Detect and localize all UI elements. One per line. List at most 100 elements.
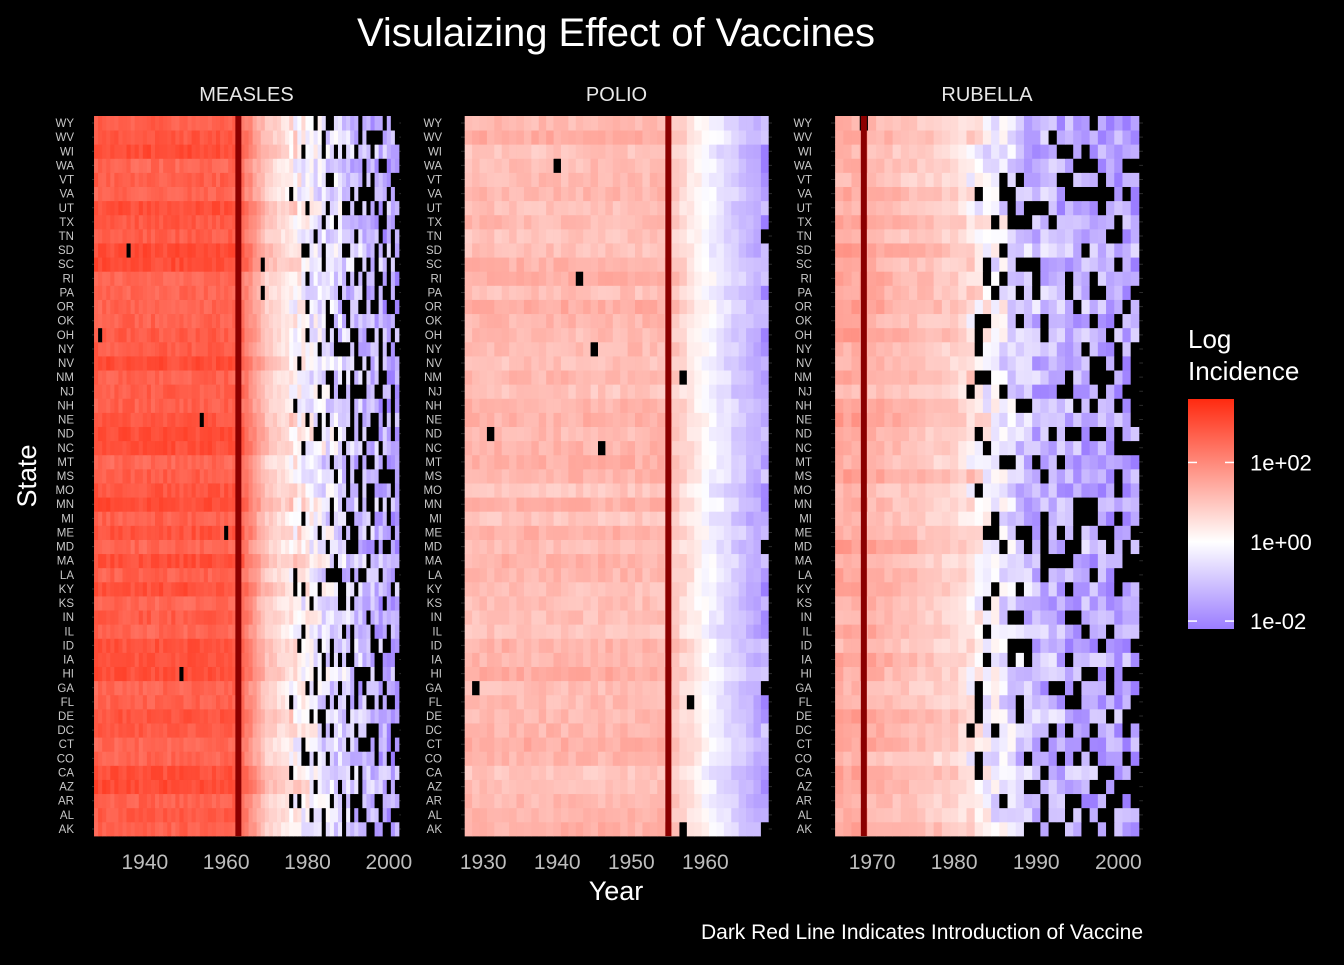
- heatmap-cell: [196, 229, 200, 244]
- heatmap-cell: [326, 158, 330, 173]
- heatmap-cell: [102, 271, 106, 286]
- heatmap-cell: [244, 300, 248, 315]
- heatmap-cell: [114, 172, 118, 187]
- heatmap-cell: [118, 243, 122, 258]
- heatmap-cell: [216, 314, 220, 329]
- heatmap-cell: [702, 667, 710, 682]
- heatmap-cell: [330, 723, 334, 738]
- heatmap-cell: [305, 681, 309, 696]
- heatmap-cell: [155, 441, 159, 456]
- heatmap-cell: [244, 540, 248, 555]
- heatmap-cell: [546, 497, 554, 512]
- heatmap-cell: [277, 455, 281, 470]
- heatmap-cell: [228, 751, 232, 766]
- heatmap-cell: [220, 822, 224, 837]
- heatmap-cell: [106, 285, 110, 300]
- heatmap-cell: [346, 342, 350, 357]
- heatmap-cell: [147, 568, 151, 583]
- heatmap-cell: [305, 808, 309, 823]
- heatmap-cell: [281, 596, 285, 611]
- heatmap-cell: [289, 455, 293, 470]
- heatmap-cell: [220, 158, 224, 173]
- heatmap-cell: [257, 285, 261, 300]
- heatmap-cell: [208, 229, 212, 244]
- heatmap-cell: [155, 794, 159, 809]
- heatmap-cell: [310, 695, 314, 710]
- heatmap-cell: [391, 356, 395, 371]
- heatmap-cell: [338, 144, 342, 159]
- heatmap-cell: [305, 765, 309, 780]
- heatmap-cell: [273, 554, 277, 569]
- heatmap-cell: [330, 667, 334, 682]
- heatmap-cell: [135, 582, 139, 597]
- heatmap-cell: [196, 412, 200, 427]
- heatmap-cell: [151, 652, 155, 667]
- heatmap-cell: [387, 794, 391, 809]
- heatmap-cell: [175, 229, 179, 244]
- heatmap-cell: [583, 582, 591, 597]
- heatmap-cell: [216, 667, 220, 682]
- heatmap-cell: [135, 356, 139, 371]
- heatmap-cell: [228, 709, 232, 724]
- heatmap-cell: [151, 441, 155, 456]
- heatmap-cell: [216, 737, 220, 752]
- heatmap-cell: [334, 130, 338, 145]
- heatmap-cell: [293, 243, 297, 258]
- heatmap-cell: [98, 737, 102, 752]
- heatmap-cell: [289, 681, 293, 696]
- heatmap-cell: [293, 384, 297, 399]
- heatmap-cell: [480, 765, 488, 780]
- heatmap-cell: [257, 483, 261, 498]
- heatmap-cell: [220, 751, 224, 766]
- heatmap-cell: [465, 497, 473, 512]
- heatmap-cell: [277, 187, 281, 202]
- heatmap-cell: [224, 229, 228, 244]
- heatmap-cell: [175, 681, 179, 696]
- heatmap-cell: [366, 370, 370, 385]
- heatmap-cell: [679, 737, 687, 752]
- heatmap-cell: [305, 497, 309, 512]
- heatmap-cell: [277, 328, 281, 343]
- heatmap-cell: [330, 582, 334, 597]
- heatmap-cell: [395, 328, 399, 343]
- heatmap-cell: [196, 427, 200, 442]
- heatmap-cell: [188, 314, 192, 329]
- heatmap-cell: [179, 441, 183, 456]
- heatmap-cell: [106, 737, 110, 752]
- heatmap-cell: [265, 412, 269, 427]
- heatmap-cell: [269, 229, 273, 244]
- heatmap-cell: [106, 172, 110, 187]
- heatmap-cell: [253, 201, 257, 216]
- heatmap-cell: [383, 229, 387, 244]
- heatmap-cell: [200, 342, 204, 357]
- heatmap-cell: [277, 158, 281, 173]
- heatmap-cell: [253, 356, 257, 371]
- heatmap-cell: [709, 511, 717, 526]
- heatmap-cell: [257, 652, 261, 667]
- heatmap-cell: [257, 328, 261, 343]
- heatmap-cell: [293, 582, 297, 597]
- heatmap-cell: [509, 765, 517, 780]
- heatmap-cell: [310, 257, 314, 272]
- heatmap-cell: [216, 822, 220, 837]
- y-tick-label: FL: [61, 697, 75, 709]
- heatmap-cell: [151, 681, 155, 696]
- heatmap-cell: [253, 271, 257, 286]
- heatmap-cell: [362, 201, 366, 216]
- heatmap-cell: [554, 540, 562, 555]
- heatmap-cell: [546, 822, 554, 837]
- heatmap-cell: [155, 765, 159, 780]
- heatmap-cell: [151, 554, 155, 569]
- heatmap-cell: [122, 723, 126, 738]
- heatmap-cell: [379, 172, 383, 187]
- heatmap-cell: [118, 568, 122, 583]
- heatmap-cell: [281, 497, 285, 512]
- heatmap-cell: [265, 271, 269, 286]
- heatmap-cell: [731, 554, 739, 569]
- heatmap-cell: [753, 652, 761, 667]
- heatmap-cell: [709, 794, 717, 809]
- heatmap-cell: [480, 709, 488, 724]
- heatmap-cell: [273, 511, 277, 526]
- heatmap-cell: [220, 483, 224, 498]
- heatmap-cell: [106, 314, 110, 329]
